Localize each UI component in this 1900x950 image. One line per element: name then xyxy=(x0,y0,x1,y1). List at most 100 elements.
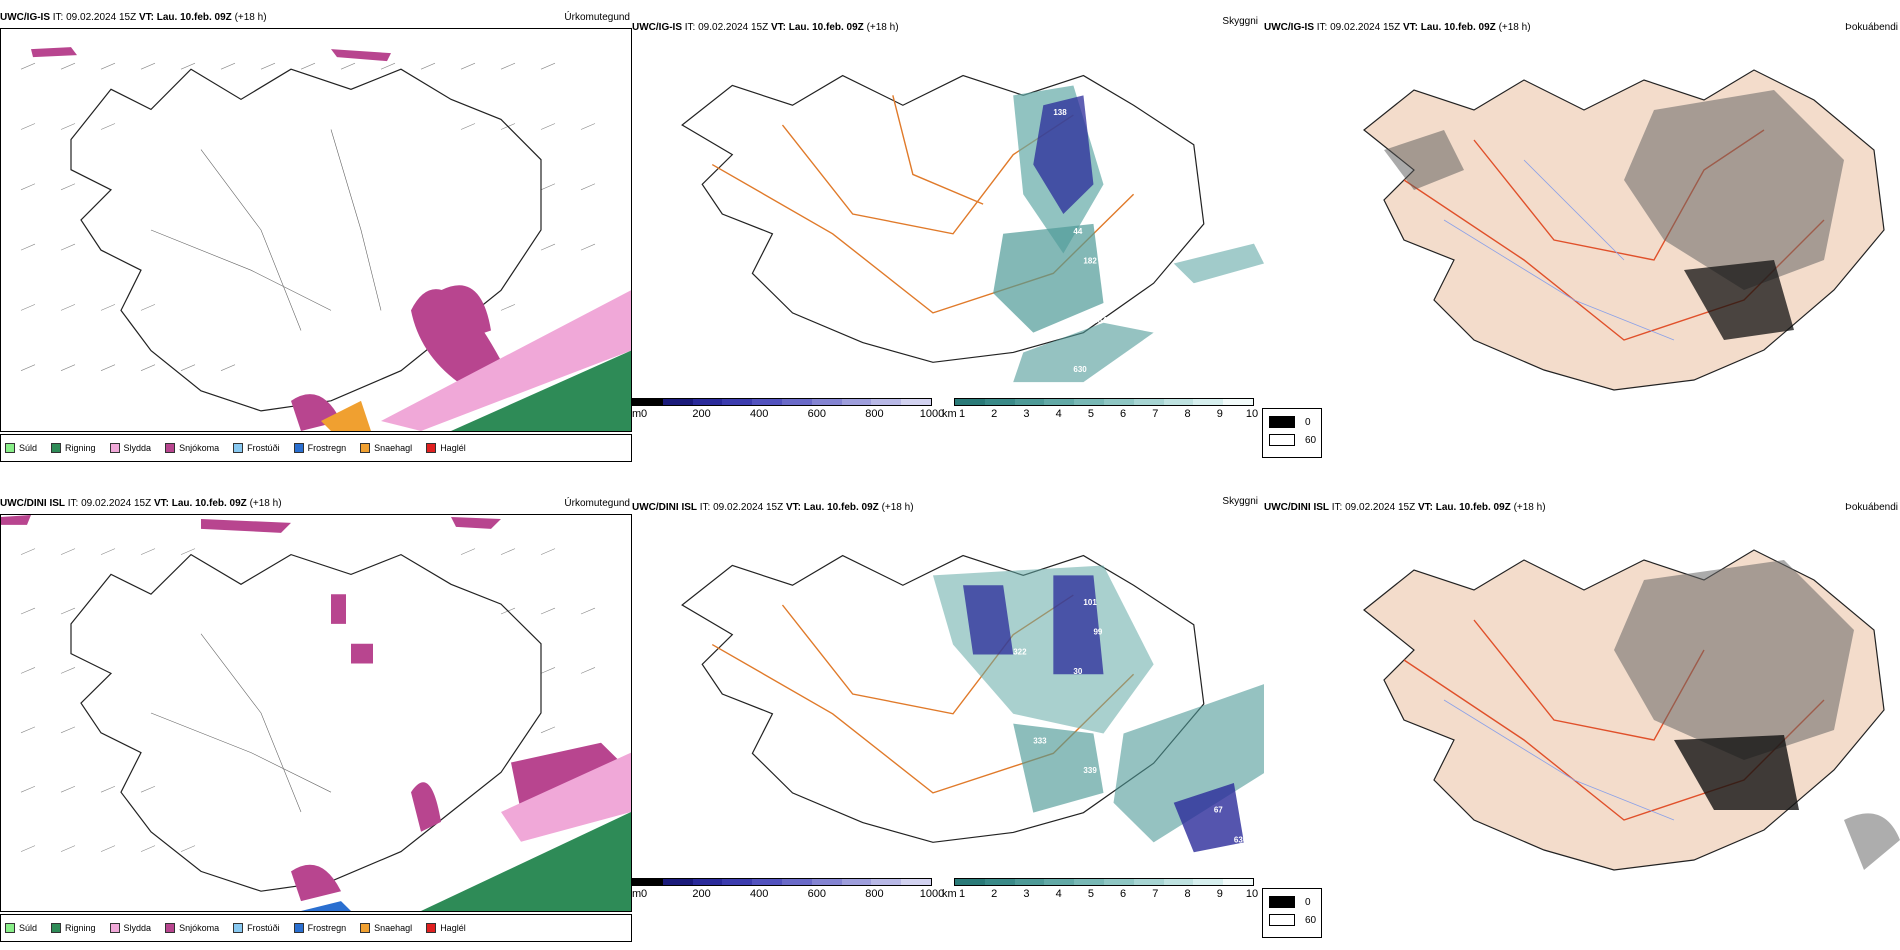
visibility-value-label: 138 xyxy=(1053,108,1067,117)
visibility-value-label: 333 xyxy=(1033,736,1047,745)
legend-item: Snaehagl xyxy=(360,443,412,453)
lead-time: (+18 h) xyxy=(234,12,267,23)
legend-item: Frostregn xyxy=(293,443,347,453)
it-prefix: IT: xyxy=(67,498,79,509)
fog-panel-row2: 0 60 UWC/DINI ISL IT: 09.02.2024 15Z VT: … xyxy=(1262,492,1900,942)
colorbar-step xyxy=(633,879,663,885)
colorbar-step xyxy=(984,399,1015,405)
legend-swatch xyxy=(360,923,371,933)
legend-label: Frostregn xyxy=(307,443,347,453)
legend-swatch xyxy=(5,443,15,453)
scale-tick-label: 400 xyxy=(750,408,769,420)
legend-swatch xyxy=(426,923,437,933)
it-prefix: IT: xyxy=(52,12,64,23)
visibility-value-label: 322 xyxy=(1013,647,1027,656)
colorbar-step xyxy=(1223,399,1253,405)
fog-legend-row: 60 xyxy=(1263,431,1321,449)
fog-legend-swatch xyxy=(1269,914,1295,926)
scale-tick-label: 7 xyxy=(1152,888,1159,900)
legend-item: Slydda xyxy=(109,923,152,933)
scale-tick-label: 4 xyxy=(1055,408,1062,420)
colorbar-step xyxy=(1074,399,1104,405)
scale-tick-label: 6 xyxy=(1120,888,1127,900)
vt-value: Lau. 10.feb. 09Z xyxy=(1420,22,1496,33)
model-name: UWC/DINI ISL xyxy=(1264,502,1329,513)
legend-item: Frostregn xyxy=(293,923,346,933)
colorbar-step xyxy=(1193,399,1224,405)
colorbar-step xyxy=(692,879,723,885)
lead-time: (+18 h) xyxy=(1498,22,1531,33)
visibility-value-label: 201 xyxy=(1134,707,1148,716)
legend-label: Súld xyxy=(19,443,38,453)
legend-swatch xyxy=(51,923,62,933)
vt-value: Lau. 10.feb. 09Z xyxy=(171,498,247,509)
fog-legend-value: 60 xyxy=(1305,434,1317,446)
vt-prefix: VT: xyxy=(138,12,154,23)
scale-tick-label: 9 xyxy=(1216,408,1223,420)
legend-item: Rigning xyxy=(51,443,96,453)
model-name: UWC/IG-IS xyxy=(632,22,682,33)
legend-item: Súld xyxy=(5,443,37,453)
fog-legend-swatch xyxy=(1269,416,1295,428)
it-value: 09.02.2024 15Z xyxy=(713,502,784,513)
scale-tick-label: 6 xyxy=(1120,408,1127,420)
visibility-panel-row2: UWC/DINI ISL IT: 09.02.2024 15Z VT: Lau.… xyxy=(632,492,1264,942)
legend-label: Súld xyxy=(19,923,38,933)
km-colorbar xyxy=(954,398,1254,406)
scale-tick-label: 4 xyxy=(1055,888,1062,900)
legend-label: Rigning xyxy=(65,443,96,453)
it-value: 09.02.2024 15Z xyxy=(81,498,152,509)
colorbar-step xyxy=(1133,879,1164,885)
colorbar-step xyxy=(722,399,753,405)
model-name: UWC/IG-IS xyxy=(1264,22,1314,33)
panel-header: UWC/DINI ISL IT: 09.02.2024 15Z VT: Lau.… xyxy=(632,502,1264,518)
scale-tick-label: 800 xyxy=(865,888,884,900)
legend-swatch xyxy=(165,923,176,933)
colorbar-step xyxy=(633,399,663,405)
scale-tick-label: 2 xyxy=(991,888,998,900)
fog-legend-value: 60 xyxy=(1305,914,1317,926)
fog-legend-row: 0 xyxy=(1263,413,1321,431)
vt-prefix: VT: xyxy=(153,498,169,509)
lead-time: (+18 h) xyxy=(1513,502,1546,513)
panel-header: UWC/IG-IS IT: 09.02.2024 15Z VT: Lau. 10… xyxy=(0,12,632,28)
colorbar-step xyxy=(1014,399,1045,405)
legend-item: Snaehagl xyxy=(360,923,412,933)
colorbar-step xyxy=(692,399,723,405)
fog-legend-swatch xyxy=(1269,896,1295,908)
legend-label: Slydda xyxy=(123,923,152,933)
legend-swatch xyxy=(360,443,371,453)
colorbar-step xyxy=(955,879,985,885)
lead-time: (+18 h) xyxy=(866,22,899,33)
vt-prefix: VT: xyxy=(1417,502,1433,513)
legend-item: Haglél xyxy=(426,443,466,453)
scale-tick-label: 9 xyxy=(1216,888,1223,900)
colorbar-step xyxy=(871,879,902,885)
legend-label: Haglél xyxy=(440,443,466,453)
colorbar-step xyxy=(781,879,812,885)
fog-legend-box: 0 60 xyxy=(1262,408,1322,458)
visibility-value-label: 150 xyxy=(1144,628,1158,637)
legend-swatch xyxy=(109,443,120,453)
fog-map xyxy=(1324,520,1900,902)
legend-swatch xyxy=(109,923,120,933)
colorbar-step xyxy=(662,399,693,405)
colorbar-step xyxy=(955,399,985,405)
legend-label: Slydda xyxy=(123,443,152,453)
colorbar-step xyxy=(1193,879,1224,885)
legend-label: Frostúði xyxy=(247,443,280,453)
colorbar-step xyxy=(841,879,872,885)
visibility-map: 138 101 33 108 113 44 182 506 384 285 630 288 xyxy=(632,36,1264,392)
legend-item: Haglél xyxy=(426,923,466,933)
visibility-map: 101 99 150 322 30 333 201 339 67 630 xyxy=(632,516,1264,872)
precip-map xyxy=(0,514,632,912)
panel-header: UWC/DINI ISL IT: 09.02.2024 15Z VT: Lau.… xyxy=(0,498,632,514)
colorbar-step xyxy=(1133,399,1164,405)
vt-value: Lau. 10.feb. 09Z xyxy=(788,22,864,33)
visibility-value-label: 630 xyxy=(1234,835,1248,844)
legend-label: Frostúði xyxy=(247,923,280,933)
colorbar-step xyxy=(1074,879,1104,885)
legend-item: Frostúði xyxy=(233,443,280,453)
fog-legend-value: 0 xyxy=(1305,416,1311,428)
fog-legend-box: 0 60 xyxy=(1262,888,1322,938)
